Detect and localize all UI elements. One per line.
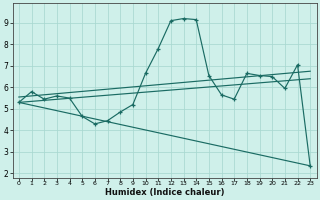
X-axis label: Humidex (Indice chaleur): Humidex (Indice chaleur) xyxy=(105,188,224,197)
